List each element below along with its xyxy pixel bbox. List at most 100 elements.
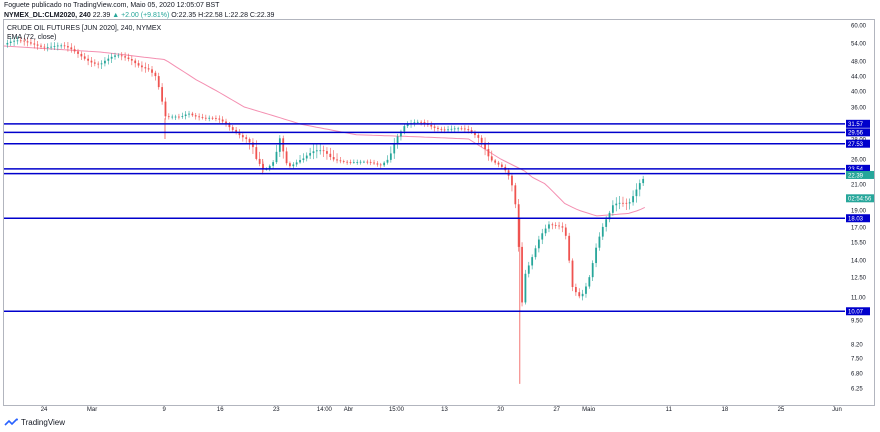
candle-body [285,151,288,164]
candle-body [97,63,100,65]
candle-body [178,116,180,118]
level-price-label: 27.53 [848,142,864,148]
candle-body [376,163,379,165]
candle-body [561,226,564,228]
candle-body [531,257,534,266]
candle-body [275,151,278,163]
y-tick-label: 26.00 [851,158,867,164]
candle-body [450,128,453,130]
current-price-label: 02:54:56 [848,197,872,203]
candle-body [403,126,406,132]
candle-body [537,239,540,249]
candle-body [467,129,470,131]
candle-body [60,45,63,47]
y-tick-label: 48.00 [851,60,867,66]
candle-body [558,225,560,227]
candle-body [625,202,628,204]
y-tick-label: 40.00 [851,90,867,96]
level-price-label: 31.57 [848,122,864,128]
candle-body [440,128,443,130]
tradingview-logo-icon [4,418,18,426]
candle-body [369,161,372,163]
candle-body [104,60,106,64]
candle-body [36,44,39,46]
candle-body [181,116,184,117]
candle-body [638,183,641,190]
candle-body [231,127,234,130]
candle-body [322,150,325,152]
candle-body [154,72,157,77]
candle-body [336,159,338,161]
candle-body [605,219,608,227]
candle-body [282,138,285,152]
candle-body [366,161,369,163]
candle-body [305,155,308,159]
candle-body [63,45,66,47]
candle-body [618,202,621,204]
x-tick-label: 13 [441,407,448,413]
candle-body [53,46,56,47]
candle-body [443,129,446,131]
price-change: ▲ +2.00 (+9.81%) [112,12,170,19]
candle-body [363,161,365,163]
candle-body [70,47,73,50]
y-tick-label: 8.20 [851,343,863,349]
x-tick-label: Jun [832,407,842,413]
x-tick-label: 25 [778,407,785,413]
candle-body [524,273,527,303]
candle-body [134,60,137,64]
candle-body [359,161,362,163]
candle-body [278,138,281,152]
candle-body [534,248,537,258]
y-tick-label: 6.80 [851,372,863,378]
ema-line [3,45,646,217]
candle-body [642,178,645,184]
candle-body [23,40,26,42]
candle-body [433,126,436,128]
candle-body [346,161,349,163]
chart-legend-title: CRUDE OIL FUTURES [JUN 2020], 240, NYMEX [7,25,162,32]
candle-body [312,151,315,154]
current-price-label: 22.39 [848,173,864,179]
candle-body [595,247,597,264]
candle-body [622,202,624,204]
y-tick-label: 19.00 [851,209,867,215]
candle-body [147,68,150,70]
candle-body [248,139,251,143]
candle-body [141,65,143,68]
candle-body [554,224,557,226]
candle-body [241,135,244,138]
level-price-tag [846,128,870,137]
x-tick-label: 9 [163,407,167,413]
candle-body [67,46,69,48]
candle-body [437,127,439,129]
candle-body [356,162,359,163]
candle-body [480,137,483,143]
candle-body [393,143,396,154]
candle-body [511,175,513,186]
candle-body [544,228,547,234]
candle-body [16,40,19,42]
current-price-tag [846,194,874,203]
x-tick-label: 11 [666,407,673,413]
candle-body [457,128,460,130]
tradingview-brand: TradingView [21,418,66,427]
y-tick-label: 60.00 [851,24,867,30]
candle-body [295,162,298,165]
candle-body [204,117,207,119]
candle-body [396,136,399,144]
x-tick-label: Mar [87,407,97,413]
x-tick-label: 16 [217,407,224,413]
tradingview-footer[interactable]: TradingView [4,417,65,429]
candle-body [191,113,194,116]
candle-body [514,185,517,205]
candle-body [120,55,123,57]
level-price-label: 29.56 [848,131,864,137]
candle-body [628,202,631,204]
candle-body [585,286,587,294]
candle-body [235,129,238,133]
candle-body [635,189,638,197]
candle-body [484,142,486,150]
y-tick-label: 36.00 [851,106,867,112]
